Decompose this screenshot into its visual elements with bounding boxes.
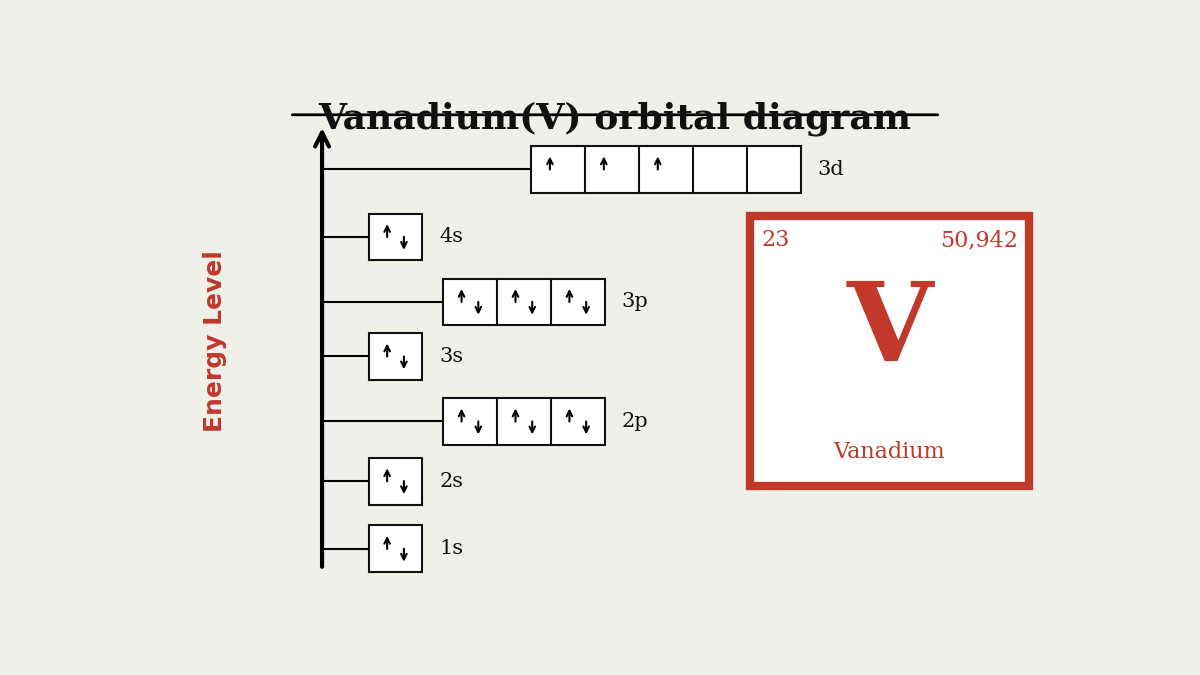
Text: 3d: 3d: [817, 160, 845, 179]
Bar: [368, 525, 422, 572]
Bar: [750, 216, 1028, 487]
Text: 1s: 1s: [439, 539, 463, 558]
Text: 2s: 2s: [439, 472, 463, 491]
Text: 2p: 2p: [622, 412, 648, 431]
Text: V: V: [846, 277, 932, 384]
Bar: [368, 333, 422, 380]
Text: 3s: 3s: [439, 347, 463, 366]
Bar: [368, 213, 422, 261]
Text: Vanadium(V) orbital diagram: Vanadium(V) orbital diagram: [318, 102, 912, 136]
Text: 50,942: 50,942: [940, 229, 1018, 251]
Text: 23: 23: [761, 229, 790, 251]
Text: 3p: 3p: [622, 292, 648, 311]
Text: 4s: 4s: [439, 227, 463, 246]
Bar: [443, 398, 605, 445]
Text: Vanadium: Vanadium: [834, 441, 946, 463]
Bar: [443, 279, 605, 325]
Bar: [368, 458, 422, 505]
Bar: [532, 146, 802, 193]
Text: Energy Level: Energy Level: [203, 250, 227, 432]
